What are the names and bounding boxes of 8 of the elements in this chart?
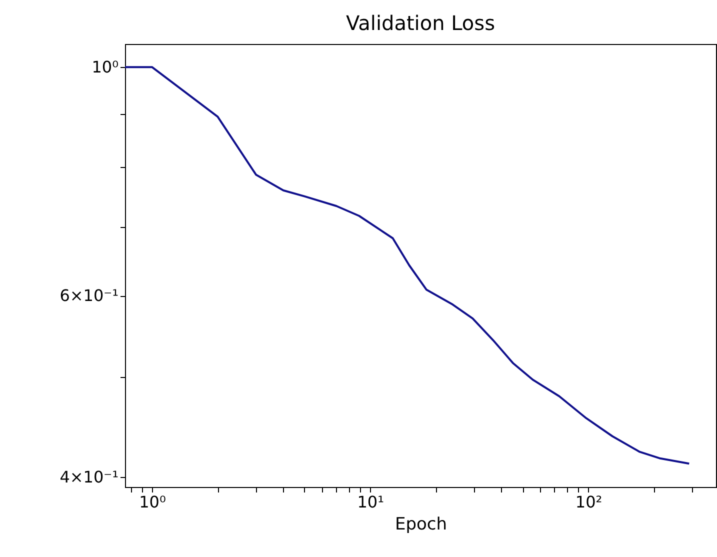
x-tick-label: 10¹ bbox=[357, 492, 384, 512]
chart-title: Validation Loss bbox=[346, 11, 495, 35]
y-tick-label: 10⁰ bbox=[92, 58, 118, 77]
x-axis-title: Epoch bbox=[394, 514, 448, 534]
x-tick-label: 10² bbox=[575, 492, 602, 512]
y-tick-label: 6×10⁻¹ bbox=[60, 286, 118, 306]
x-tick-label: 10⁰ bbox=[139, 492, 166, 512]
y-tick-label: 4×10⁻¹ bbox=[60, 467, 118, 486]
